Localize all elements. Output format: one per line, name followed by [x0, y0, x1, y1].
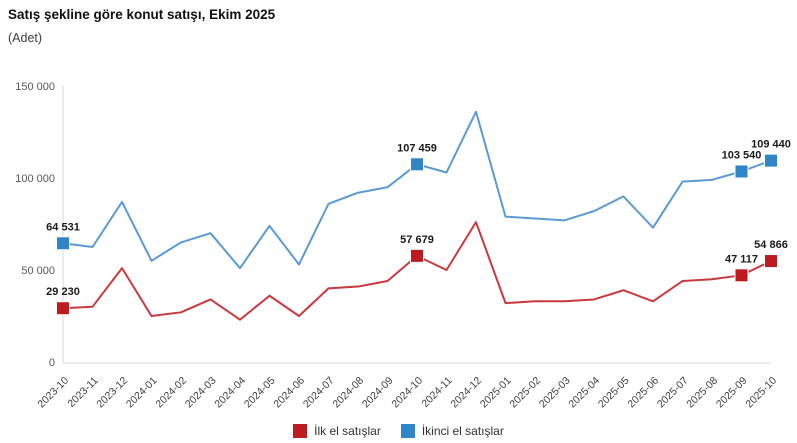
series-marker [734, 164, 749, 179]
legend-label-ikinci-el: İkinci el satışlar [421, 424, 504, 438]
x-axis-label: 2024-08 [330, 375, 366, 411]
series-marker [764, 254, 778, 269]
x-axis-label: 2025-06 [625, 375, 661, 411]
x-axis-label: 2025-05 [596, 375, 632, 411]
series-marker [764, 153, 778, 168]
x-axis-label: 2025-07 [655, 375, 691, 411]
chart-title: Satış şekline göre konut satışı, Ekim 20… [8, 7, 276, 22]
x-axis-label: 2025-03 [537, 375, 573, 411]
legend-item-ilk-el: İlk el satışlar [293, 424, 381, 438]
x-axis-label: 2024-03 [183, 375, 219, 411]
legend-label-ilk-el: İlk el satışlar [314, 424, 381, 438]
legend-swatch-red [293, 424, 308, 438]
x-axis-label: 2023-12 [94, 375, 130, 411]
data-label: 107 459 [397, 142, 437, 154]
series-marker [734, 268, 749, 283]
x-axis-label: 2023-10 [35, 375, 71, 411]
data-label: 109 440 [751, 139, 791, 151]
legend-item-ikinci-el: İkinci el satışlar [400, 424, 504, 438]
x-axis-label: 2024-10 [389, 375, 425, 411]
chart-legend: İlk el satışlar İkinci el satışlar [0, 424, 797, 438]
y-axis-tick-label: 50 000 [21, 265, 55, 277]
data-label: 54 866 [754, 239, 788, 251]
data-label: 103 540 [722, 149, 762, 161]
data-label: 57 679 [400, 234, 434, 246]
data-label: 47 117 [725, 253, 758, 265]
x-axis-label: 2024-05 [242, 375, 278, 411]
y-axis-tick-label: 100 000 [15, 173, 55, 185]
x-axis-label: 2024-06 [271, 375, 307, 411]
data-label: 64 531 [46, 221, 80, 233]
x-axis-label: 2024-11 [419, 375, 454, 410]
x-axis-label: 2025-09 [714, 375, 750, 411]
x-axis-label: 2024-04 [212, 375, 248, 411]
x-axis-label: 2024-12 [448, 375, 484, 411]
chart-header: Satış şekline göre konut satışı, Ekim 20… [0, 0, 275, 46]
series-marker [410, 157, 424, 172]
x-axis-label: 2024-02 [153, 375, 189, 411]
legend-swatch-blue [400, 424, 415, 438]
x-axis-label: 2025-08 [684, 375, 720, 411]
chart-unit-subtitle: (Adet) [8, 30, 43, 45]
x-axis-label: 2024-07 [301, 375, 337, 411]
y-axis-tick-label: 0 [49, 357, 55, 369]
x-axis-label: 2025-01 [478, 375, 514, 411]
x-axis-label: 2024-01 [124, 375, 160, 411]
x-axis-label: 2024-09 [360, 375, 396, 411]
series-marker [56, 301, 70, 316]
x-axis-label: 2025-10 [743, 375, 779, 411]
y-axis-tick-label: 150 000 [15, 81, 55, 93]
x-axis-label: 2025-04 [566, 375, 602, 411]
series-marker [56, 236, 70, 251]
x-axis-label: 2025-02 [507, 375, 543, 411]
series-marker [410, 248, 424, 263]
data-label: 29 230 [46, 286, 80, 298]
x-axis-label: 2023-11 [65, 375, 100, 410]
